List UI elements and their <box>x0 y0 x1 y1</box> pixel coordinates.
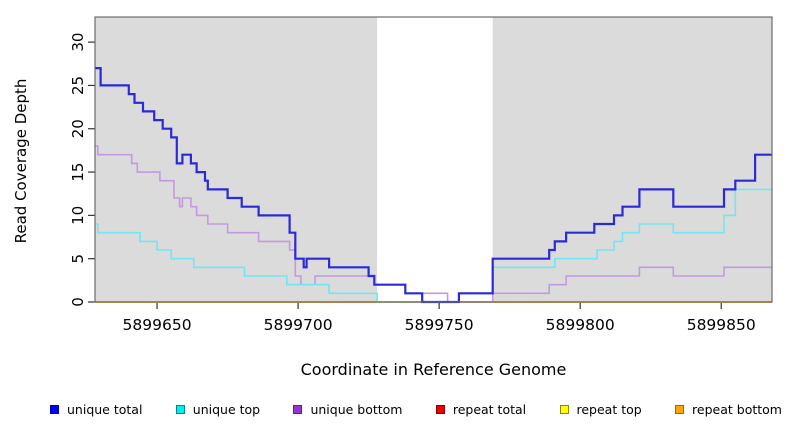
x-tick-label: 5899800 <box>546 316 615 334</box>
x-tick-label: 5899750 <box>405 316 474 334</box>
legend-label: unique top <box>192 401 261 417</box>
x-tick-label: 5899850 <box>687 316 756 334</box>
x-axis-title: Coordinate in Reference Genome <box>300 360 567 379</box>
y-axis-title: Read Coverage Depth <box>12 78 30 244</box>
y-tick-label: 30 <box>69 33 87 52</box>
y-tick-label: 25 <box>69 76 87 95</box>
legend-label: unique total <box>67 401 143 417</box>
legend-item-repeat-bottom: repeat bottom <box>675 402 782 417</box>
legend-item-unique-bottom: unique bottom <box>293 401 403 417</box>
legend-label: repeat bottom <box>692 401 782 417</box>
legend-swatch-repeat-bottom <box>675 404 685 414</box>
series-unique-total <box>95 67 772 304</box>
y-tick-label: 10 <box>69 206 87 225</box>
y-tick-label: 5 <box>69 254 87 264</box>
legend-item-unique-top: unique top <box>175 401 261 417</box>
legend-swatch-repeat-total <box>435 404 445 414</box>
plot-border <box>94 16 773 303</box>
y-tick-label: 20 <box>69 119 87 138</box>
legend-swatch-unique-top <box>175 404 185 414</box>
legend-label: repeat top <box>576 401 642 417</box>
legend-swatch-repeat-top <box>559 404 569 414</box>
legend-item-repeat-top: repeat top <box>559 401 642 417</box>
legend-swatch-unique-bottom <box>293 404 303 414</box>
x-tick-label: 5899650 <box>123 316 192 334</box>
legend-label: unique bottom <box>310 401 403 417</box>
legend: unique total unique top unique bottom repea… <box>50 400 788 418</box>
y-tick-label: 15 <box>69 163 87 182</box>
legend-swatch-unique-total <box>50 404 59 414</box>
masked-region <box>377 17 493 302</box>
series-unique-bottom <box>95 145 772 303</box>
legend-item-repeat-total: repeat total <box>435 401 527 417</box>
legend-label: repeat total <box>452 401 527 417</box>
y-tick-label: 0 <box>69 297 87 307</box>
coverage-plot: 0 5 10 15 20 25 30 5899650 5899700 5899750 5899800… <box>69 16 773 334</box>
x-tick-label: 5899700 <box>264 316 333 334</box>
legend-item-unique-total: unique total <box>50 402 142 417</box>
